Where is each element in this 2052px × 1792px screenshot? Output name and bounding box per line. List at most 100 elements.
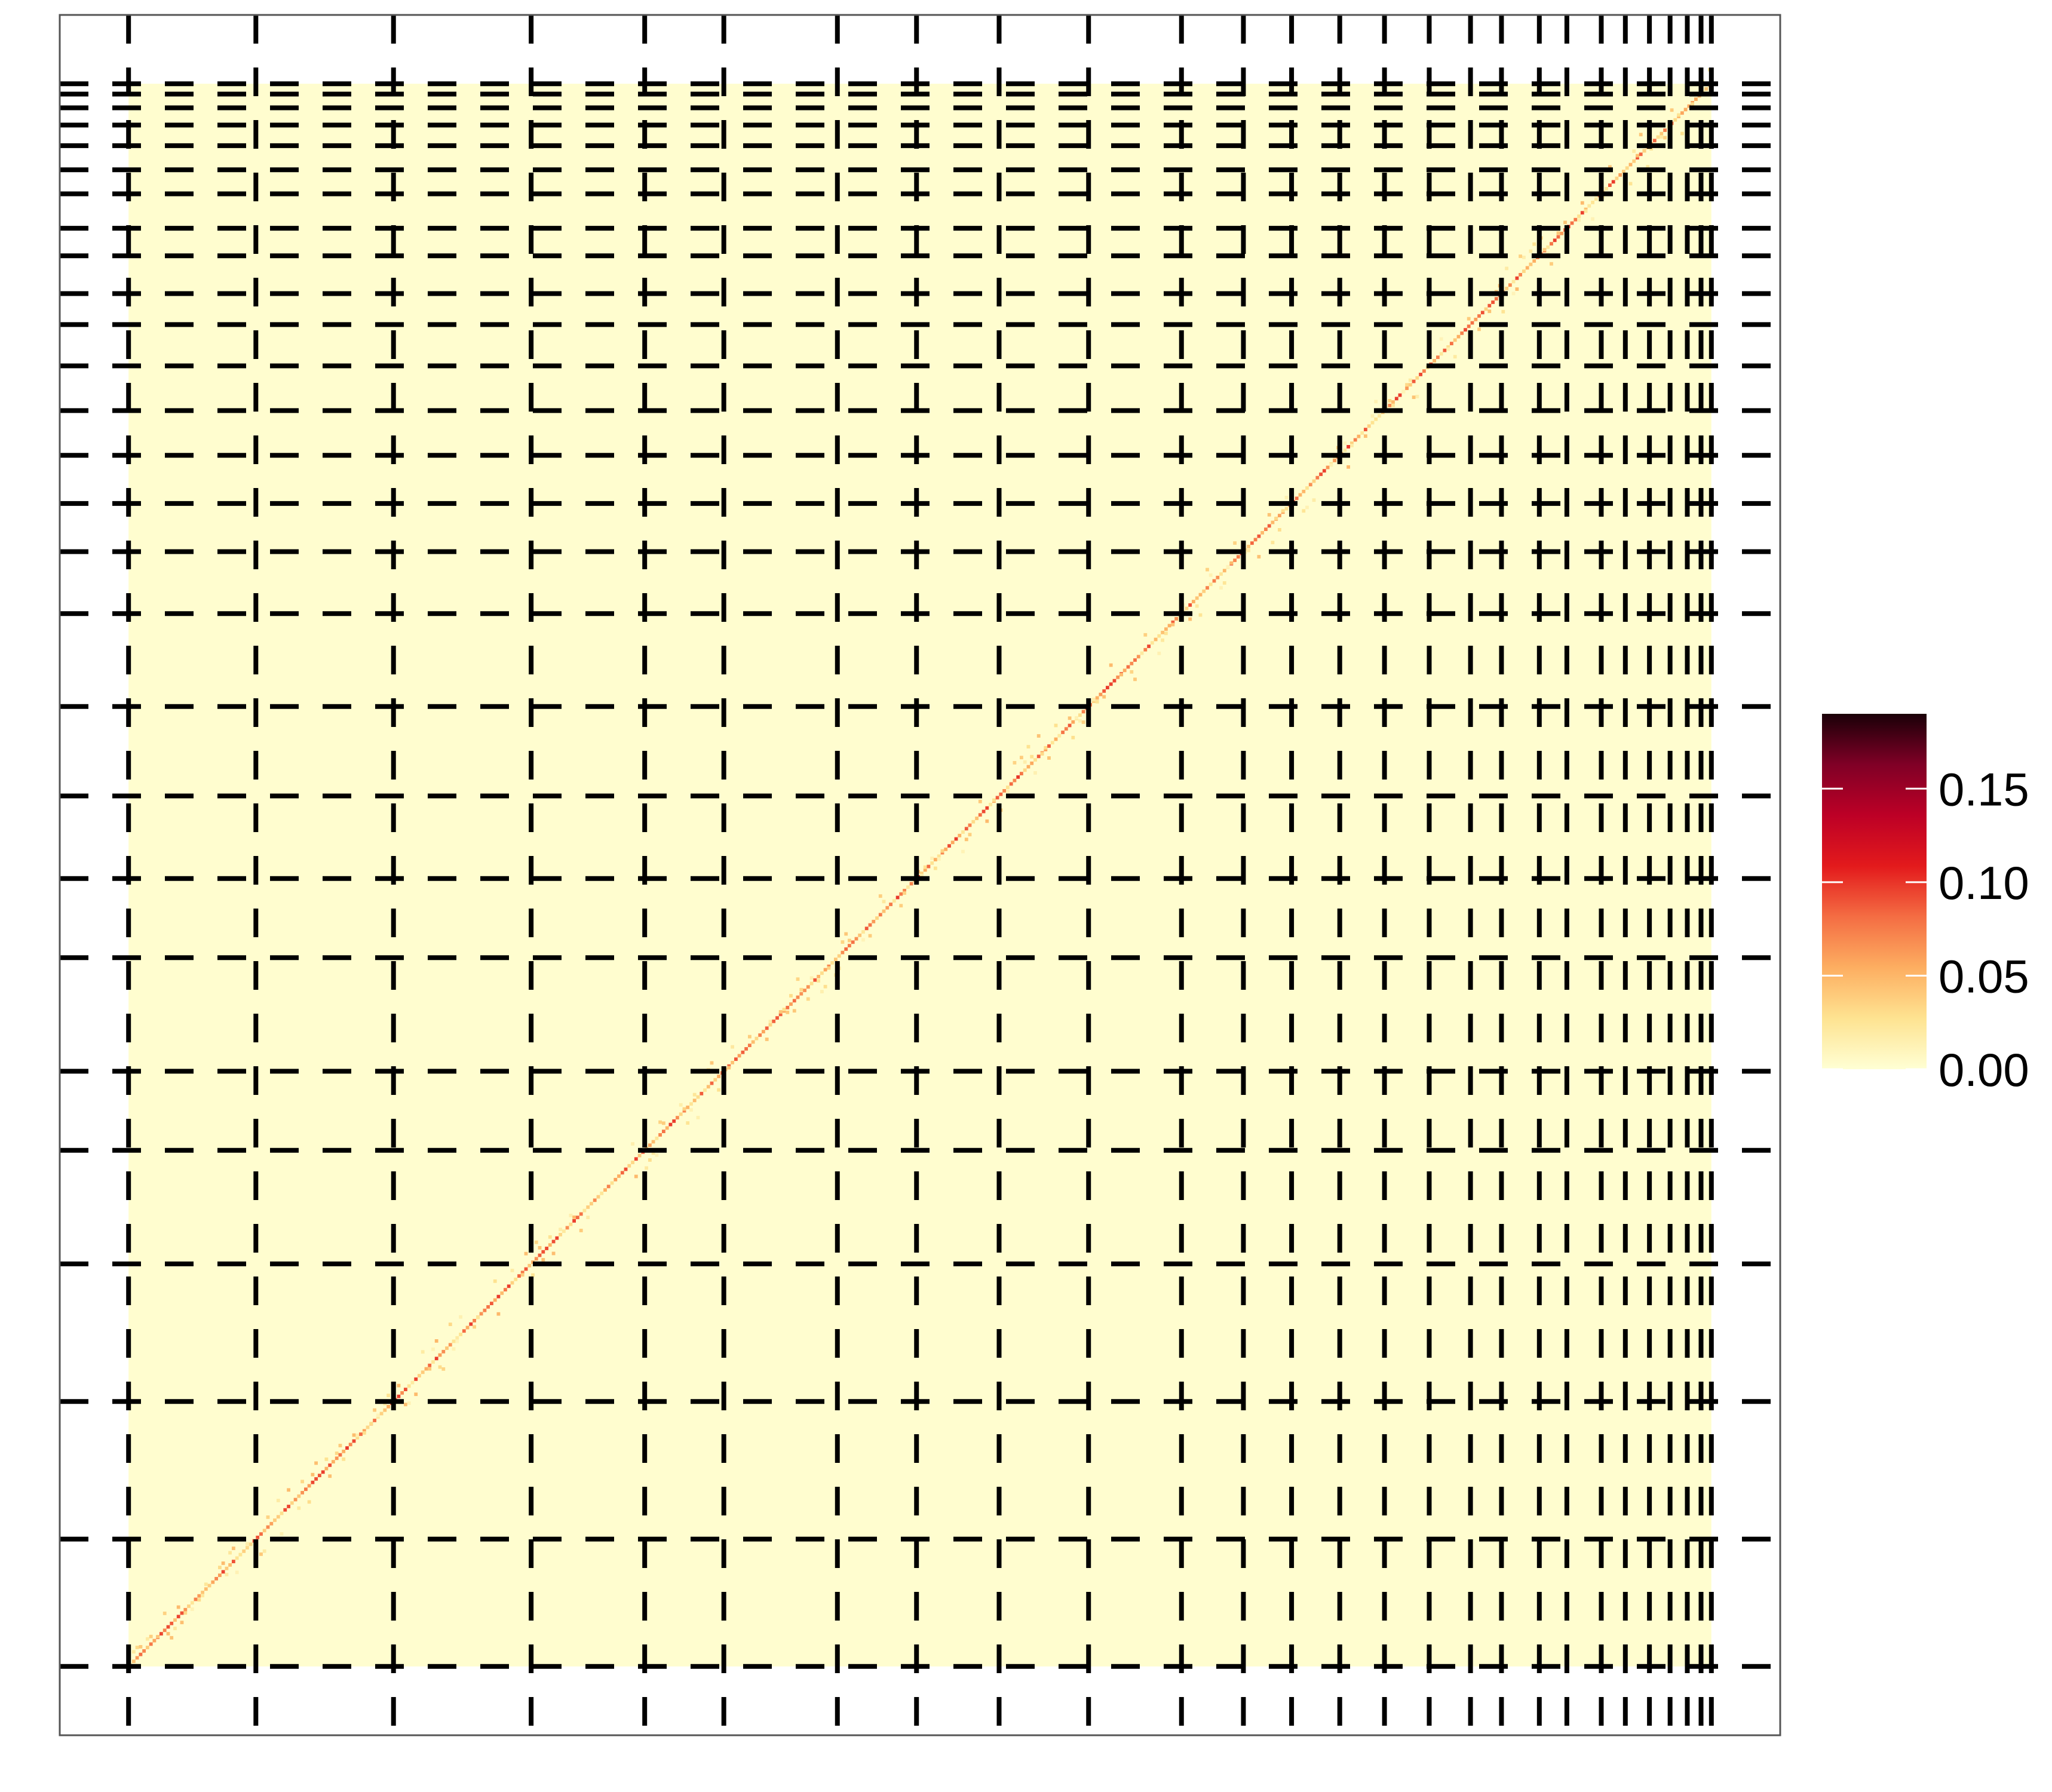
- heatmap-cell: [992, 798, 996, 802]
- heatmap-cell: [786, 1005, 790, 1009]
- heatmap-cell: [682, 1107, 686, 1111]
- heatmap-cell: [1154, 637, 1158, 642]
- heatmap-cell: [692, 1098, 697, 1103]
- heatmap-cell: [1401, 389, 1406, 394]
- heatmap-cell: [314, 1461, 318, 1465]
- heatmap-cell: [1408, 378, 1412, 382]
- heatmap-cell: [551, 1239, 556, 1244]
- heatmap-cell: [1006, 785, 1010, 789]
- heatmap-cell: [531, 1273, 535, 1277]
- heatmap-cell: [606, 1185, 611, 1189]
- heatmap-cell: [792, 999, 796, 1003]
- heatmap-cell: [978, 799, 982, 803]
- heatmap-cell: [459, 1315, 462, 1319]
- heatmap-cell: [579, 1212, 583, 1216]
- heatmap-cell: [204, 1582, 208, 1587]
- heatmap-cell: [1546, 245, 1550, 249]
- heatmap-cell: [1508, 283, 1512, 287]
- heatmap-cell: [1580, 201, 1584, 205]
- heatmap-cell: [1222, 581, 1226, 585]
- heatmap-cell: [1553, 238, 1557, 243]
- heatmap-cell: [1505, 266, 1508, 271]
- heatmap-cell: [1439, 352, 1443, 356]
- heatmap-cell: [1295, 496, 1299, 501]
- heatmap-cell: [689, 1102, 693, 1106]
- heatmap-cell: [1529, 262, 1533, 266]
- heatmap-cell: [778, 1010, 783, 1014]
- heatmap-cell: [1477, 327, 1481, 332]
- heatmap-cell: [1140, 651, 1144, 655]
- heatmap-cell: [634, 1174, 638, 1179]
- heatmap-cell: [1075, 716, 1078, 720]
- heatmap-cell: [813, 978, 817, 982]
- heatmap-cell: [1174, 617, 1178, 621]
- heatmap-cell: [1594, 197, 1598, 201]
- heatmap-cell: [404, 1403, 407, 1407]
- heatmap-cell: [559, 1233, 562, 1236]
- heatmap-cell: [1102, 689, 1106, 693]
- heatmap-cell: [1408, 383, 1412, 387]
- heatmap-cell: [1267, 513, 1271, 517]
- plot-panel: [59, 14, 1781, 1736]
- heatmap-cell: [524, 1251, 528, 1256]
- heatmap-cell: [786, 1010, 790, 1014]
- heatmap-cell: [1023, 760, 1027, 764]
- heatmap-cell: [1081, 720, 1085, 724]
- heatmap-cell: [875, 916, 879, 920]
- heatmap-cell: [246, 1546, 249, 1549]
- heatmap-cell: [510, 1269, 514, 1272]
- heatmap-cell: [1687, 104, 1691, 108]
- heatmap-cell: [146, 1637, 149, 1641]
- heatmap-cell: [937, 854, 941, 858]
- heatmap-cell: [410, 1380, 415, 1385]
- heatmap-cell: [1346, 445, 1350, 449]
- heatmap-cell: [637, 1153, 642, 1158]
- heatmap-cell: [710, 1061, 714, 1065]
- heatmap-cell: [324, 1466, 329, 1471]
- heatmap-cell: [1670, 108, 1674, 112]
- heatmap-cell: [183, 1607, 188, 1612]
- heatmap-cell: [1081, 710, 1085, 714]
- heatmap-cell: [469, 1322, 473, 1326]
- heatmap-cell: [397, 1394, 401, 1398]
- heatmap-cell: [166, 1625, 170, 1629]
- heatmap-cell: [1474, 317, 1478, 321]
- heatmap-cell: [1078, 719, 1082, 723]
- heatmap-cell: [600, 1191, 604, 1195]
- heatmap-cell: [706, 1085, 710, 1089]
- heatmap-cell: [1587, 204, 1591, 208]
- heatmap-cell: [851, 940, 855, 944]
- heatmap-cell: [486, 1305, 490, 1309]
- heatmap-cell: [1006, 789, 1010, 793]
- heatmap-cell: [737, 1054, 741, 1058]
- heatmap-cell: [1016, 775, 1020, 779]
- heatmap-cell: [1480, 311, 1484, 315]
- heatmap-cell: [1374, 417, 1378, 421]
- heatmap-cell: [1143, 648, 1148, 652]
- heatmap-cell: [1250, 541, 1254, 545]
- heatmap-cell: [173, 1627, 177, 1631]
- heatmap-cell: [1632, 159, 1636, 163]
- heatmap-cell: [909, 882, 913, 886]
- heatmap-cell: [1233, 541, 1237, 545]
- heatmap-cell: [1274, 517, 1278, 520]
- heatmap-cell: [579, 1229, 583, 1232]
- heatmap-cell: [1026, 745, 1030, 748]
- heatmap-cell: [479, 1312, 483, 1316]
- heatmap-cell: [376, 1415, 380, 1419]
- heatmap-cell: [614, 1177, 618, 1182]
- heatmap-cell: [514, 1277, 518, 1281]
- heatmap-cell: [280, 1532, 284, 1536]
- heatmap-cell: [624, 1167, 628, 1171]
- heatmap-cell: [1298, 493, 1302, 497]
- heatmap-cell: [1618, 173, 1622, 177]
- heatmap-cell: [1370, 421, 1375, 425]
- heatmap-cell: [817, 979, 820, 983]
- heatmap-cell: [1550, 242, 1553, 246]
- heatmap-cell: [686, 1121, 690, 1125]
- heatmap-cell: [355, 1433, 360, 1437]
- heatmap-cell: [534, 1257, 538, 1261]
- heatmap-cell: [741, 1050, 745, 1054]
- heatmap-cell: [762, 1030, 765, 1033]
- heatmap-cell: [290, 1501, 294, 1505]
